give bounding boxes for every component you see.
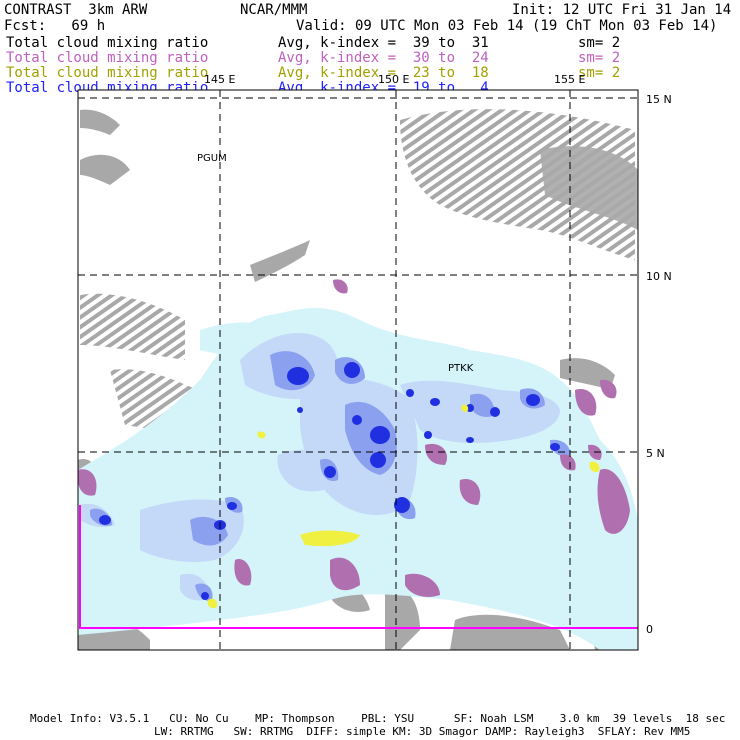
lon-label-150: 150 E — [378, 73, 410, 86]
legend-field-1: Total cloud mixing ratio — [6, 35, 209, 51]
legend-field-3: Total cloud mixing ratio — [6, 65, 209, 81]
cloud-core-layer — [99, 362, 560, 600]
lat-label-5n: 5 N — [646, 447, 665, 460]
light-cloud-region — [78, 308, 638, 650]
org-label: NCAR/MMM — [240, 2, 308, 18]
lat-label-0: 0 — [646, 623, 653, 636]
model-info-line-2: LW: RRTMG SW: RRTMG DIFF: simple KM: 3D … — [154, 725, 691, 738]
valid-time: Valid: 09 UTC Mon 03 Feb 14 (19 ChT Mon … — [296, 18, 718, 34]
lat-label-15n: 15 N — [646, 93, 672, 106]
gray-cloud-layer — [78, 109, 638, 650]
init-time: Init: 12 UTC Fri 31 Jan 14 — [512, 2, 732, 18]
lat-lon-grid — [78, 90, 638, 650]
map-frame — [77, 89, 639, 651]
low-cloud-layer — [207, 404, 600, 609]
legend-range-3: Avg, k-index = 23 to 18 — [278, 65, 489, 81]
station-label-chuuk: PTKK — [448, 363, 474, 374]
legend-sm-3: sm= 2 — [578, 65, 621, 81]
legend-sm-2: sm= 2 — [578, 50, 621, 66]
lon-label-155: 155 E — [554, 73, 586, 86]
legend-sm-1: sm= 2 — [578, 35, 621, 51]
mid-level-cloud-layer — [78, 279, 630, 597]
station-label-guam: PGUM — [197, 153, 227, 164]
legend-field-2: Total cloud mixing ratio — [6, 50, 209, 66]
legend-range-2: Avg, k-index = 30 to 24 — [278, 50, 489, 66]
lon-label-145: 145 E — [204, 73, 236, 86]
model-info-line-1: Model Info: V3.5.1 CU: No Cu MP: Thompso… — [30, 712, 726, 725]
forecast-hour: Fcst: 69 h — [4, 18, 106, 34]
moderate-cloud-layer — [80, 333, 560, 601]
model-title: CONTRAST 3km ARW — [4, 2, 148, 18]
dense-cloud-layer — [90, 351, 571, 601]
legend-field-4: Total cloud mixing ratio — [6, 80, 209, 96]
lat-label-10n: 10 N — [646, 270, 672, 283]
legend-range-1: Avg, k-index = 39 to 31 — [278, 35, 489, 51]
domain-boundary — [79, 505, 638, 629]
